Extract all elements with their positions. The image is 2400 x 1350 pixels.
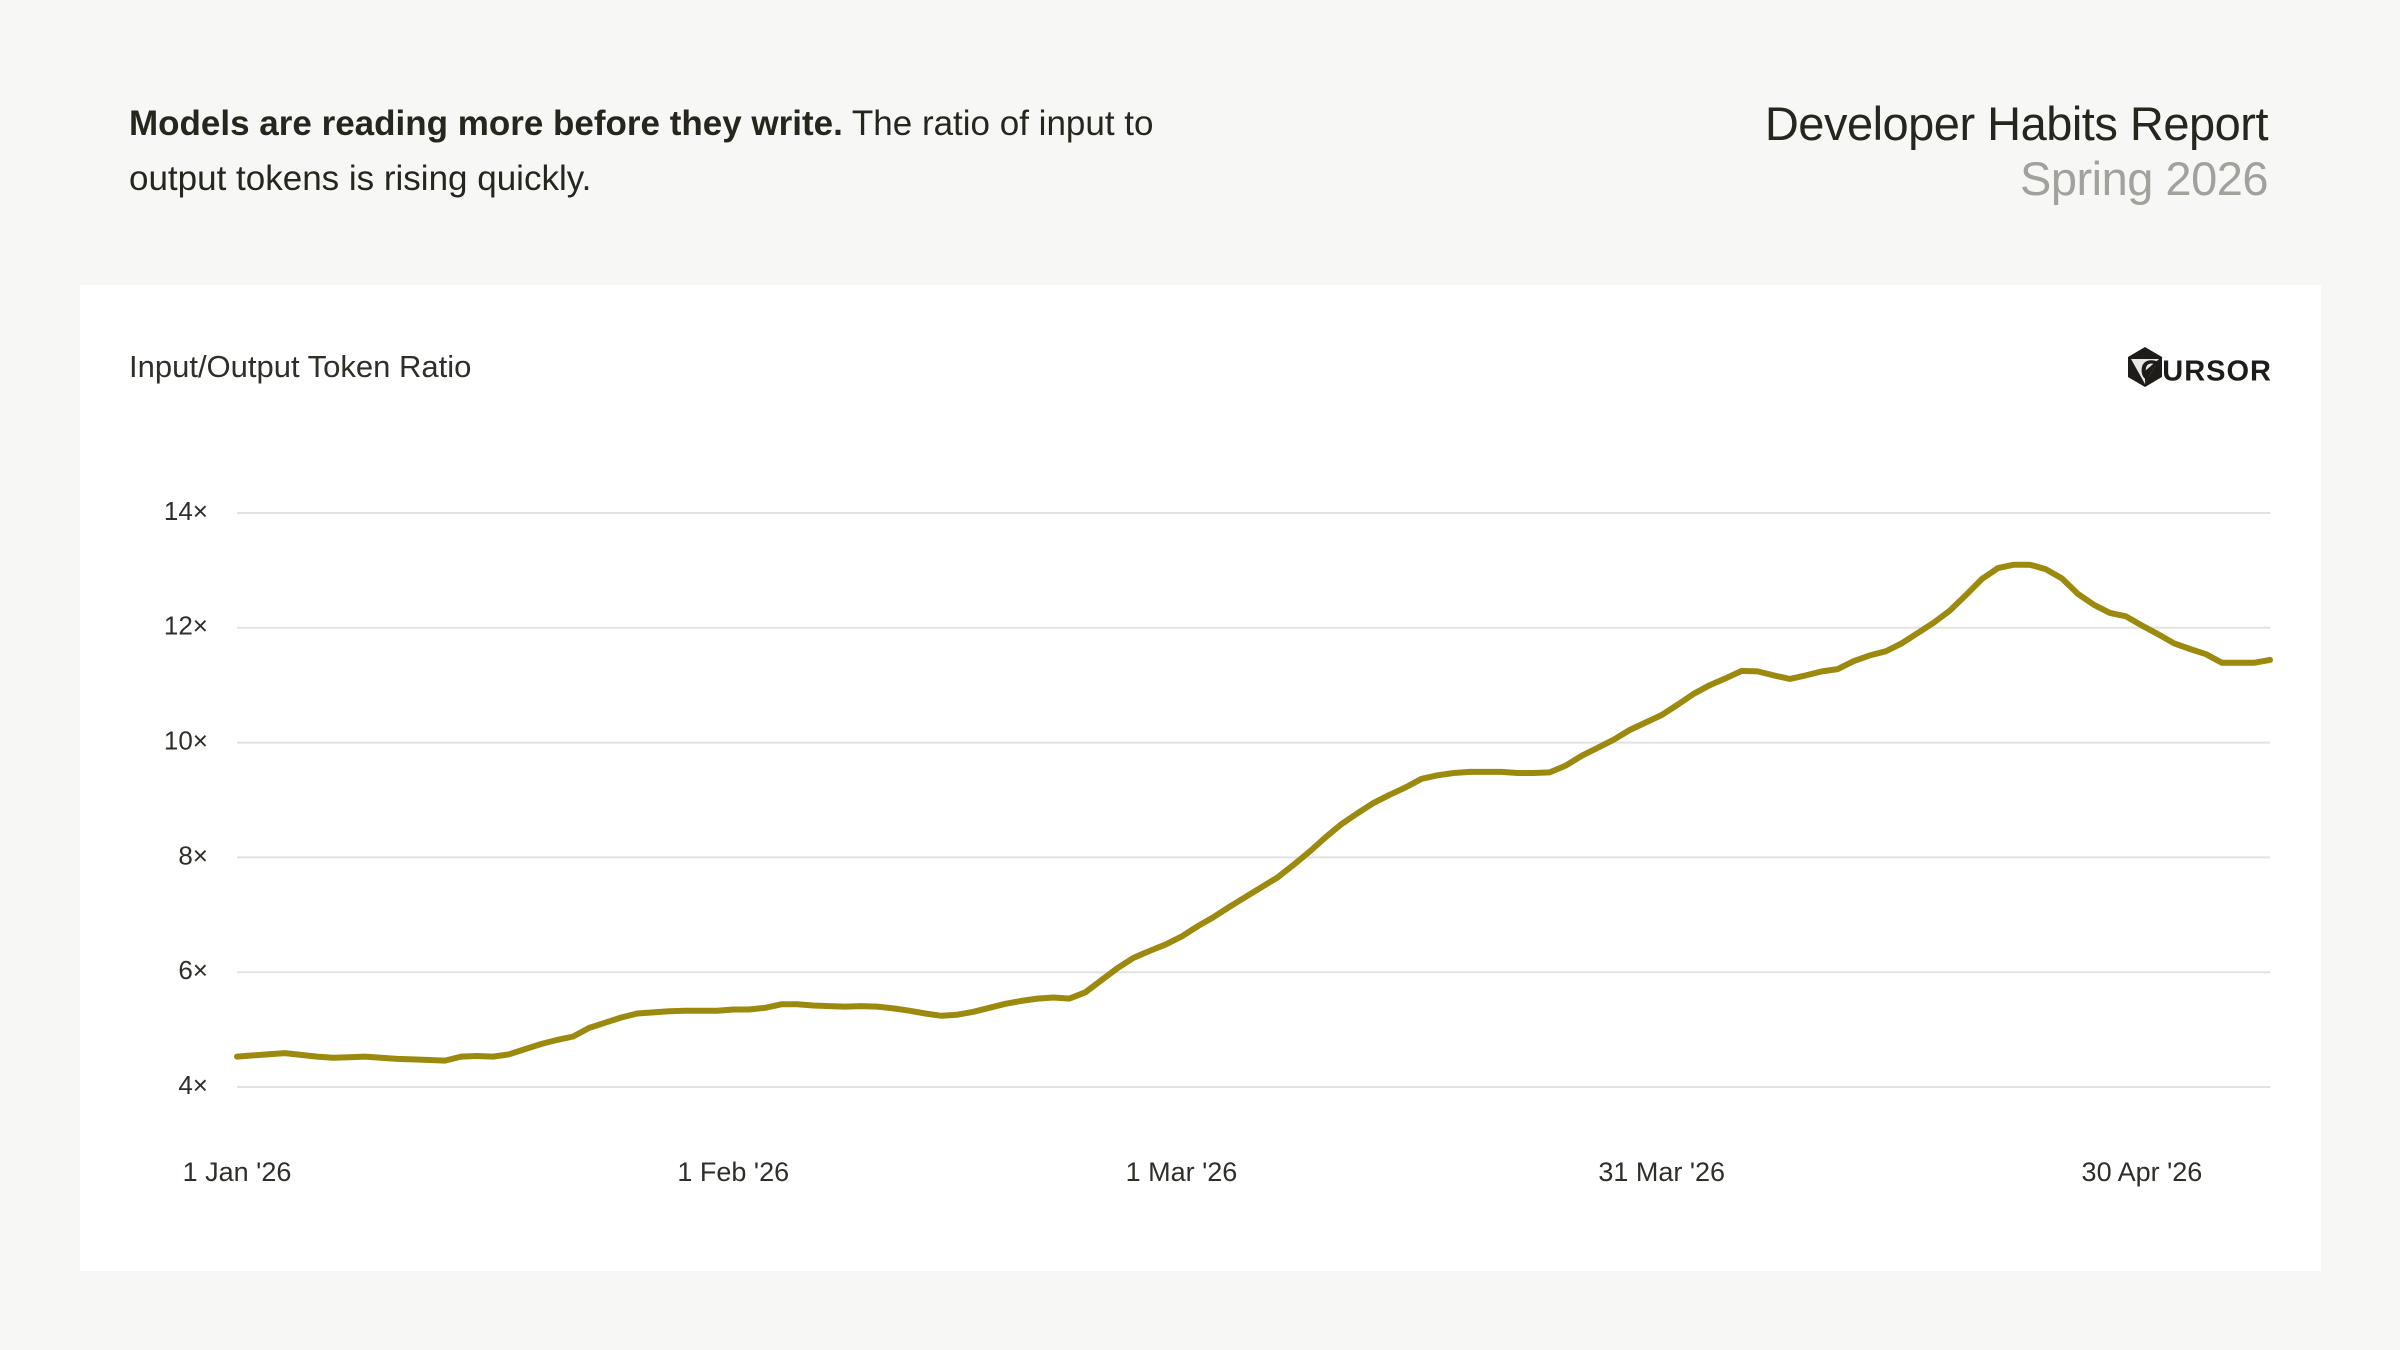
headline-lead: Models are reading more before they writ… [129, 104, 843, 143]
y-tick-label: 8× [178, 840, 208, 870]
y-tick-label: 4× [178, 1070, 208, 1100]
y-tick-label: 14× [164, 496, 208, 526]
x-tick-label: 1 Jan '26 [183, 1157, 292, 1187]
x-tick-label: 1 Mar '26 [1126, 1157, 1238, 1187]
x-tick-label: 31 Mar '26 [1598, 1157, 1725, 1187]
grid: 4× 6× 8× 10× 12× 14× 1 Jan '26 1 Feb '26 1 Mar '… [164, 496, 2270, 1187]
data-line [234, 561, 2273, 1064]
report-title: Developer Habits Report [1764, 97, 2269, 150]
brand-name: CURSOR [2140, 356, 2272, 388]
headline-text: The ratio of input to output tokens is r… [129, 104, 1154, 198]
chart-card [80, 285, 2321, 1271]
y-tick-label: 10× [164, 725, 208, 755]
x-tick-label: 30 Apr '26 [2082, 1157, 2203, 1187]
brand-icon-facet [2145, 359, 2159, 384]
report-heading: Developer Habits Report Spring 2026 [1764, 96, 2269, 206]
y-tick-label: 6× [178, 955, 208, 985]
chart-title: Input/Output Token Ratio [129, 349, 471, 384]
x-tick-label: 1 Feb '26 [677, 1157, 789, 1187]
headline: Models are reading more before they writ… [129, 96, 1239, 206]
brand-logo: CURSOR [2128, 347, 2272, 388]
plot-area [234, 561, 2273, 1064]
y-tick-label: 12× [164, 611, 208, 641]
report-subtitle: Spring 2026 [2020, 152, 2268, 205]
